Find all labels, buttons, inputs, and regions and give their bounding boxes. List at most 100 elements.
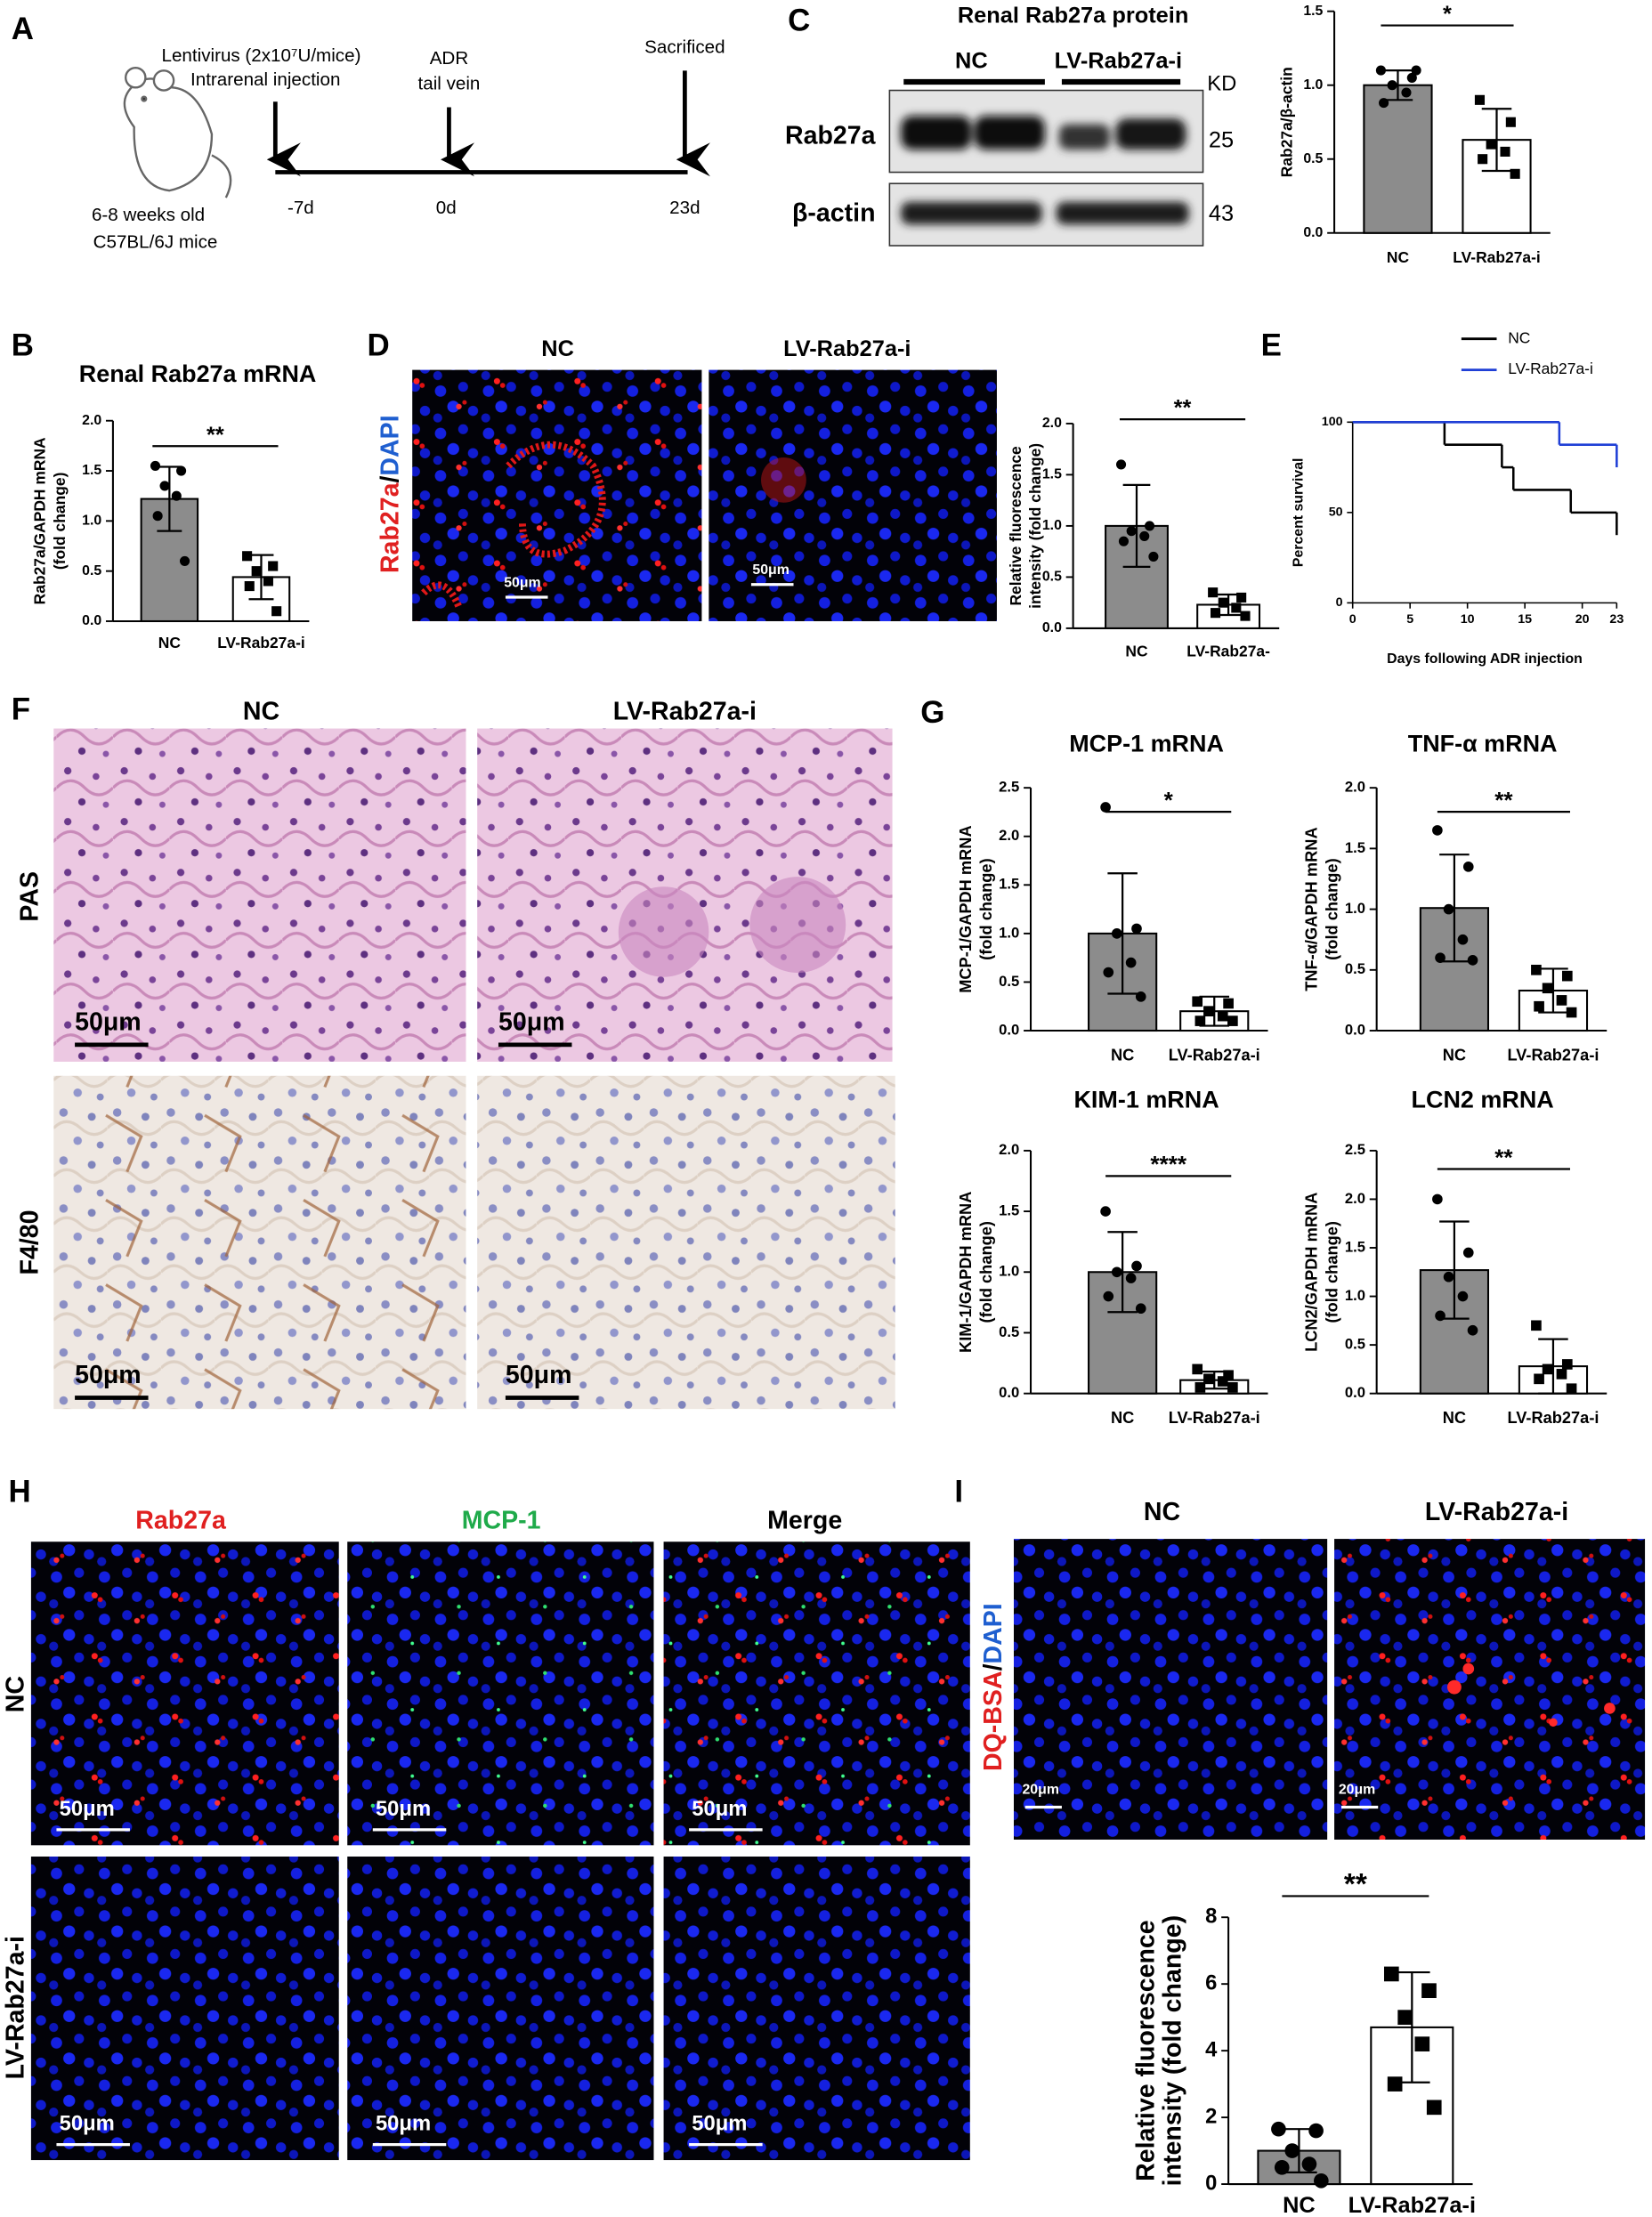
scale-label: 50μm [498, 1008, 565, 1037]
data-point [1218, 597, 1228, 608]
data-point [1406, 72, 1417, 83]
data-point [1457, 934, 1469, 945]
x-tick-label: LV-Rab27a-i [1507, 1045, 1599, 1064]
y-axis-label: Rab27a/β-actin [1277, 67, 1295, 177]
mice-label: C57BL/6J mice [93, 231, 218, 252]
y-axis-label: Relative fluorescence [1131, 1920, 1160, 2181]
blot-title: Renal Rab27a protein [958, 4, 1188, 28]
data-point [1126, 526, 1137, 537]
data-point [1467, 955, 1478, 966]
panel-letter: D [367, 328, 389, 362]
y-tick-label: 1.5 [1345, 839, 1365, 856]
data-point [1118, 536, 1130, 546]
data-point [1131, 923, 1142, 935]
scale-label: 20μm [1022, 1783, 1058, 1798]
data-point [1443, 1271, 1454, 1282]
scale-label: 50μm [75, 1008, 142, 1037]
timeline-label: Intrarenal injection [190, 69, 340, 90]
data-point [1274, 2159, 1290, 2175]
day-label: -7d [287, 198, 314, 218]
mouse-icon [123, 66, 232, 198]
y-tick-label: 0.5 [1303, 151, 1323, 166]
legend-label: NC [1508, 328, 1530, 346]
y-axis-label: Percent survival [1292, 458, 1307, 568]
y-tick-label: 2.0 [999, 827, 1019, 844]
y-tick-label: 0.0 [999, 1384, 1019, 1401]
y-tick-label: 1.0 [1345, 1287, 1365, 1304]
x-tick-label: 0 [1349, 612, 1356, 627]
data-point [1478, 154, 1488, 165]
y-tick-label: 1.0 [999, 924, 1019, 941]
stain-part: / [376, 476, 404, 483]
x-tick-label: 23 [1609, 612, 1624, 627]
data-point [1534, 1373, 1544, 1385]
significance-label: ** [1174, 396, 1192, 421]
data-point [1531, 1320, 1542, 1331]
timeline-label: tail vein [418, 74, 481, 94]
data-point [1103, 967, 1114, 978]
y-tick-label: 1.0 [999, 1263, 1019, 1280]
data-point [1432, 1193, 1443, 1205]
data-point [159, 481, 170, 491]
y-tick-label: 1.0 [1303, 77, 1323, 93]
error-bar [1107, 1231, 1138, 1314]
column-label: MCP-1 [462, 1507, 541, 1535]
data-point [1271, 2121, 1286, 2137]
glomerulus [618, 886, 709, 977]
data-point [1467, 1324, 1478, 1336]
blot-group: LV-Rab27a-i [1055, 49, 1182, 74]
y-axis-label: (fold change) [976, 858, 995, 959]
x-tick-label: 5 [1406, 612, 1413, 627]
micrograph [30, 1857, 339, 2161]
data-point [1414, 2036, 1430, 2051]
panel-letter: E [1261, 328, 1282, 362]
data-point [1486, 139, 1496, 150]
scale-label: 20μm [1339, 1783, 1375, 1798]
panel-letter: H [9, 1475, 31, 1509]
y-tick-label: 0.0 [1303, 225, 1323, 240]
data-point [1115, 459, 1127, 470]
panel-d-images: NC LV-Rab27a-i 50μm 50μm Rab27a/DAPI [376, 336, 997, 621]
y-tick-label: 1.0 [1042, 518, 1062, 533]
mice-label: 6-8 weeks old [92, 205, 205, 225]
x-tick-label: NC [1111, 1408, 1134, 1427]
x-tick-label: NC [1111, 1045, 1134, 1064]
micrograph [53, 728, 466, 1062]
blot-group: NC [955, 49, 988, 74]
data-point [1208, 587, 1219, 598]
scale-label: 50μm [752, 562, 789, 578]
data-point [1217, 1010, 1228, 1022]
data-point [242, 551, 253, 562]
micrograph [347, 1857, 654, 2161]
panel-i-images: NC LV-Rab27a-i DQ-BSA/DAPI 20μm 20μm [978, 1498, 1646, 1840]
data-point [1192, 1363, 1203, 1375]
data-point [1240, 611, 1251, 621]
data-point [251, 566, 262, 577]
data-point [1397, 2010, 1413, 2025]
y-tick-label: 0.0 [999, 1021, 1019, 1038]
data-point [1387, 80, 1397, 91]
chart-title: Renal Rab27a mRNA [79, 360, 317, 387]
legend-label: LV-Rab27a-i [1508, 360, 1593, 377]
row-label: NC [2, 1676, 30, 1712]
error-bar [157, 465, 182, 532]
y-tick-label: 0.5 [82, 563, 101, 579]
micrograph [709, 369, 997, 621]
y-tick-label: 0.0 [82, 613, 101, 628]
kd-value: 25 [1209, 127, 1234, 152]
x-tick-label: LV-Rab27a- [1186, 642, 1270, 659]
data-point [1383, 1966, 1399, 1982]
scale-label: 50μm [376, 1797, 431, 1821]
column-label: Rab27a [135, 1507, 227, 1535]
data-point [1148, 551, 1159, 562]
data-point [1401, 87, 1412, 98]
data-point [1125, 957, 1137, 968]
stain-part: DAPI [978, 1603, 1007, 1663]
scale-label: 50μm [692, 2112, 747, 2136]
column-label: NC [1144, 1498, 1180, 1526]
data-point [1435, 1310, 1446, 1322]
x-tick-label: NC [1283, 2193, 1316, 2217]
y-axis-label: (fold change) [1323, 1221, 1341, 1323]
significance-label: ** [1494, 787, 1513, 813]
data-point [179, 555, 190, 566]
